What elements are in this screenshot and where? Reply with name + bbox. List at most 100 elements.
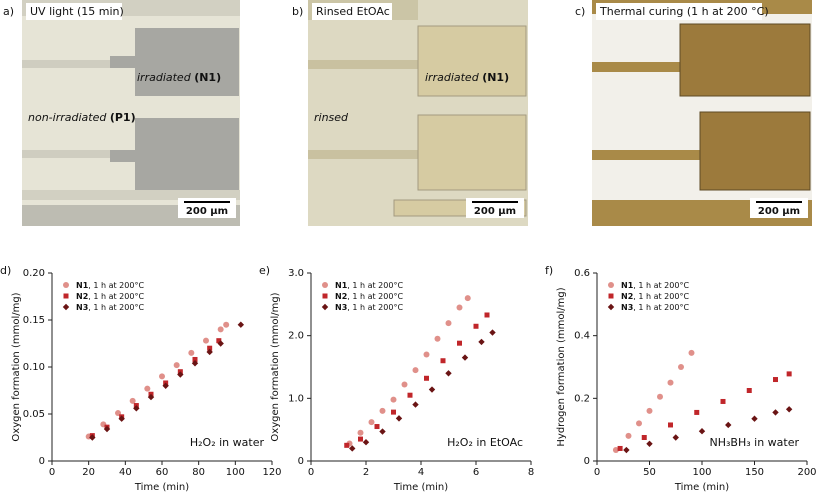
y-tick-label: 3.0 <box>288 268 304 279</box>
micrograph-b: b) Rinsed EtOAc irradiated (N1) rinsed 2… <box>292 0 528 226</box>
y-tick-label: 0.15 <box>23 315 45 326</box>
point <box>395 415 403 422</box>
x-axis-title: Time (min) <box>393 482 448 493</box>
point <box>423 351 430 358</box>
point <box>368 419 375 426</box>
point <box>407 392 413 398</box>
point <box>374 424 380 430</box>
point <box>623 446 630 454</box>
point <box>672 434 679 441</box>
legend-entry: N3, 1 h at 200°C <box>335 303 403 312</box>
legend-name: N3 <box>76 303 88 312</box>
legend-name: N2 <box>335 292 347 301</box>
point <box>434 335 441 342</box>
annotation: H₂O₂ in EtOAc <box>447 436 523 449</box>
legend-entry: N2, 1 h at 200°C <box>621 292 689 301</box>
x-axis-title: Time (min) <box>134 482 189 493</box>
x-tick-label: 40 <box>119 467 132 478</box>
x-tick-label: 60 <box>156 467 169 478</box>
legend-entry: N2, 1 h at 200°C <box>335 292 403 301</box>
legend-entry: N1, 1 h at 200°C <box>335 281 403 290</box>
x-tick-label: 100 <box>692 467 711 478</box>
point <box>785 406 793 413</box>
point <box>688 349 695 356</box>
point <box>751 415 758 422</box>
panel-label: a) <box>3 5 14 18</box>
panel-title: Rinsed EtOAc <box>316 5 390 18</box>
region-text: irradiated <box>137 71 194 84</box>
x-tick-label: 0 <box>49 467 55 478</box>
point <box>725 421 732 429</box>
micrograph-a: a) UV light (15 min) irradiated (N1) non… <box>3 0 240 226</box>
point <box>646 407 653 414</box>
point <box>358 436 363 442</box>
point <box>192 356 198 362</box>
point <box>177 371 184 378</box>
region-sample: (N1) <box>482 71 509 84</box>
y-tick-label: 0.6 <box>574 268 590 279</box>
point <box>636 420 642 427</box>
point <box>203 337 209 344</box>
x-tick-label: 4 <box>418 467 424 478</box>
point <box>391 409 396 415</box>
point <box>720 398 726 404</box>
point <box>321 303 329 311</box>
legend-name: N1 <box>621 281 634 290</box>
legend-entry: N1, 1 h at 200°C <box>76 281 144 290</box>
point <box>617 445 623 451</box>
panel-label: b) <box>292 5 303 18</box>
legend-name: N3 <box>335 303 347 312</box>
point <box>144 385 151 392</box>
point <box>698 428 706 435</box>
point <box>457 340 462 346</box>
panel-label: c) <box>575 5 585 18</box>
point <box>772 409 779 416</box>
legend-name: N1 <box>335 281 348 290</box>
legend-condition: , 1 h at 200°C <box>633 303 689 312</box>
point <box>678 364 684 370</box>
y-tick-label: 0 <box>39 456 45 467</box>
x-tick-label: 0 <box>594 467 600 478</box>
point <box>162 382 169 389</box>
point <box>118 415 125 422</box>
panel-title: Thermal curing (1 h at 200 °C) <box>599 5 769 18</box>
legend-name: N2 <box>76 292 88 301</box>
point <box>607 303 615 311</box>
region-sample: (P1) <box>110 111 136 124</box>
legend-condition: , 1 h at 200°C <box>88 303 144 312</box>
panel-label: e) <box>259 264 270 277</box>
micrograph-c: c) Thermal curing (1 h at 200 °C) 200 µm <box>575 0 812 226</box>
legend-condition: , 1 h at 200°C <box>347 281 403 290</box>
y-axis-title: Hydrogen formation (mmol/mg) <box>556 287 567 446</box>
legend-condition: , 1 h at 200°C <box>88 281 144 290</box>
point <box>216 338 222 344</box>
x-tick-label: 2 <box>363 467 369 478</box>
x-tick-label: 120 <box>262 467 281 478</box>
region-text: irradiated <box>425 71 482 84</box>
x-tick-label: 100 <box>226 467 245 478</box>
point <box>223 321 230 328</box>
legend-name: N2 <box>621 292 633 301</box>
point <box>478 338 485 346</box>
x-tick-label: 0 <box>308 467 314 478</box>
legend-condition: , 1 h at 200°C <box>347 292 403 301</box>
scale-bar: 200 µm <box>758 206 800 217</box>
point <box>625 432 632 439</box>
x-tick-label: 80 <box>192 467 205 478</box>
point <box>489 329 496 336</box>
point <box>401 381 408 388</box>
point <box>147 393 155 401</box>
point <box>217 326 224 333</box>
point <box>63 293 69 299</box>
panel-title: UV light (15 min) <box>30 5 124 18</box>
point <box>173 362 180 369</box>
point <box>668 422 673 428</box>
point <box>412 401 419 408</box>
region-sample: (N1) <box>194 71 221 84</box>
point <box>464 295 471 302</box>
annotation: H₂O₂ in water <box>190 436 265 449</box>
point <box>445 320 452 327</box>
y-tick-label: 0.10 <box>23 362 45 373</box>
point <box>322 293 328 299</box>
point <box>445 370 452 377</box>
